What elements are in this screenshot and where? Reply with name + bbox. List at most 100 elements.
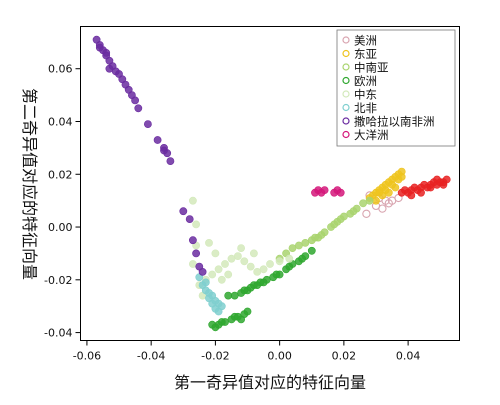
data-point xyxy=(388,180,396,189)
data-point xyxy=(285,254,294,263)
data-point xyxy=(384,199,393,208)
data-point xyxy=(417,188,425,197)
data-point xyxy=(307,246,316,255)
data-point xyxy=(153,136,162,144)
legend-marker xyxy=(342,117,350,125)
data-point xyxy=(134,104,143,113)
x-tick-label: 0.04 xyxy=(396,350,421,363)
data-point xyxy=(208,270,217,279)
data-point xyxy=(217,318,226,326)
data-point xyxy=(249,249,258,258)
data-point xyxy=(233,252,242,260)
data-point xyxy=(237,244,245,252)
data-point xyxy=(375,188,384,197)
x-tick-label: 0.00 xyxy=(267,350,292,363)
legend-marker xyxy=(342,103,350,112)
data-point xyxy=(205,238,213,247)
y-tick-label: -0.04 xyxy=(44,327,72,340)
data-point xyxy=(266,260,274,268)
data-point xyxy=(365,196,374,205)
legend-marker xyxy=(342,76,350,85)
data-point xyxy=(433,175,441,184)
series-5-points xyxy=(195,273,226,316)
data-point xyxy=(240,286,249,295)
data-point xyxy=(349,207,358,216)
x-tick-label: -0.04 xyxy=(137,350,165,363)
legend-marker xyxy=(342,49,350,58)
series-3-points xyxy=(208,246,316,332)
data-point xyxy=(320,186,329,194)
y-tick-label: 0.04 xyxy=(48,115,73,128)
data-point xyxy=(102,49,111,57)
x-tick-label: 0.02 xyxy=(332,350,357,363)
y-tick-label: -0.02 xyxy=(44,274,72,287)
data-point xyxy=(163,149,172,158)
data-point xyxy=(185,215,194,223)
data-point xyxy=(95,43,104,52)
data-point xyxy=(211,323,220,332)
data-point xyxy=(298,254,306,263)
legend-box xyxy=(336,29,456,147)
legend-marker xyxy=(342,130,350,139)
data-point xyxy=(131,96,139,105)
legend-label: 欧洲 xyxy=(354,74,377,88)
data-point xyxy=(362,209,371,218)
data-point xyxy=(221,260,229,268)
series-4-points xyxy=(188,196,294,300)
legend-label: 撒哈拉以南非洲 xyxy=(354,115,435,129)
data-point xyxy=(275,257,284,266)
data-point xyxy=(240,257,249,266)
data-point xyxy=(259,265,268,274)
data-point xyxy=(246,262,255,271)
x-tick-label: -0.02 xyxy=(201,350,229,363)
series-7-points xyxy=(311,186,345,197)
legend-marker xyxy=(342,90,350,98)
data-point xyxy=(217,275,226,284)
x-axis-label: 第一奇异值对应的特征向量 xyxy=(174,373,366,392)
data-points xyxy=(92,35,451,332)
data-point xyxy=(201,278,210,287)
data-point xyxy=(397,172,406,181)
y-tick-label: 0.02 xyxy=(48,168,73,181)
data-point xyxy=(439,180,448,189)
legend-label: 东亚 xyxy=(354,47,377,61)
data-point xyxy=(192,220,200,229)
legend-label: 美洲 xyxy=(354,34,377,48)
series-8-points xyxy=(397,175,451,200)
legend-label: 中南亚 xyxy=(354,61,389,75)
legend-marker xyxy=(342,36,350,44)
data-point xyxy=(237,315,245,324)
data-point xyxy=(253,281,262,289)
legend-label: 北非 xyxy=(354,101,377,115)
data-point xyxy=(211,249,220,258)
x-tick-label: -0.06 xyxy=(73,350,101,363)
y-axis-label: 第二奇异值对应的特征向量 xyxy=(20,88,39,280)
data-point xyxy=(224,291,233,300)
data-point xyxy=(243,307,252,316)
data-point xyxy=(426,183,435,192)
data-point xyxy=(336,188,345,197)
data-point xyxy=(214,265,223,274)
data-point xyxy=(192,249,200,258)
y-tick-label: 0.06 xyxy=(48,63,73,76)
data-point xyxy=(224,270,233,279)
data-point xyxy=(188,236,197,245)
data-point xyxy=(272,270,281,279)
data-point xyxy=(330,220,339,229)
data-point xyxy=(105,64,114,73)
legend-label: 大洋洲 xyxy=(354,128,389,142)
data-point xyxy=(166,157,175,165)
data-point xyxy=(378,204,387,213)
data-point xyxy=(336,215,345,223)
data-point xyxy=(188,196,197,205)
data-point xyxy=(285,262,294,271)
legend-marker xyxy=(342,63,350,71)
data-point xyxy=(179,207,188,216)
series-6-points xyxy=(92,35,207,276)
data-point xyxy=(143,120,152,128)
data-point xyxy=(311,233,319,242)
data-point xyxy=(301,238,310,247)
